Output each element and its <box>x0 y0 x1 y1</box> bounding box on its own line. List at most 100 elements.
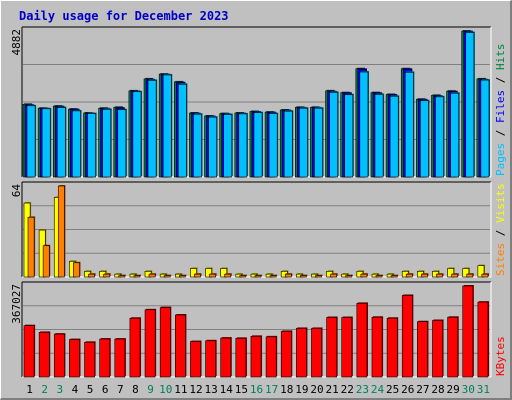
bar-sites-22-body <box>345 275 353 278</box>
bar-sites-27 <box>421 273 429 278</box>
bar-sites-5 <box>88 273 96 278</box>
bar-pages-12 <box>193 113 203 178</box>
bar-sites-12-body <box>194 273 201 278</box>
bar-sites-14 <box>224 273 232 278</box>
bar-pages-14-body <box>223 114 233 178</box>
bar-pages-8 <box>132 90 143 178</box>
x-tick-label-26: 26 <box>401 383 414 396</box>
bar-sites-28 <box>436 273 444 278</box>
x-tick-label-22: 22 <box>341 383 354 396</box>
bar-kbytes-15-body <box>235 338 247 378</box>
bar-sites-23 <box>360 273 368 278</box>
bar-sites-20 <box>315 274 323 278</box>
bar-sites-21-body <box>330 273 338 278</box>
bar-kbytes-16 <box>250 335 263 378</box>
bar-pages-29-body <box>450 92 460 178</box>
chart-title: Daily usage for December 2023 <box>19 9 229 23</box>
bar-pages-27 <box>420 99 430 178</box>
bar-kbytes-15 <box>235 337 247 378</box>
bar-pages-1-body <box>26 105 36 178</box>
bar-sites-8-body <box>133 275 141 278</box>
bar-kbytes-23-body <box>356 303 368 378</box>
x-tick-label-15: 15 <box>235 383 248 396</box>
bar-visits-14 <box>220 267 228 278</box>
x-tick-label-6: 6 <box>102 383 109 396</box>
bar-sites-23-body <box>360 273 368 278</box>
bar-visits-13 <box>205 267 213 278</box>
x-tick-label-18: 18 <box>280 383 293 396</box>
bar-pages-25-body <box>389 95 399 178</box>
bar-sites-29-body <box>451 273 459 278</box>
bar-pages-3-body <box>56 107 66 178</box>
bar-sites-17-body <box>269 275 277 278</box>
bar-pages-2 <box>41 107 52 178</box>
bar-sites-6 <box>103 273 111 278</box>
bar-pages-30-body <box>465 32 475 178</box>
bar-kbytes-24-body <box>371 316 383 378</box>
x-tick-label-25: 25 <box>386 383 399 396</box>
bar-sites-13 <box>209 273 217 278</box>
bar-pages-18 <box>283 110 294 178</box>
bar-pages-16-body <box>253 112 263 178</box>
legend-item-files: Files <box>494 90 507 123</box>
bar-kbytes-30 <box>462 285 474 378</box>
bar-pages-27-body <box>420 100 429 178</box>
legend-separator: / <box>494 70 507 90</box>
bar-pages-14 <box>223 113 233 178</box>
x-tick-label-5: 5 <box>87 383 94 396</box>
bar-pages-19 <box>299 107 309 178</box>
bar-kbytes-16-body <box>250 336 262 378</box>
bar-kbytes-27 <box>417 320 429 378</box>
x-tick-label-16: 16 <box>250 383 263 396</box>
bar-visits-31 <box>477 264 485 278</box>
bar-sites-25-body <box>390 275 398 278</box>
bar-sites-22 <box>345 274 353 278</box>
bar-pages-31-body <box>480 79 490 178</box>
x-tick-label-27: 27 <box>416 383 429 396</box>
bar-sites-1 <box>27 216 36 278</box>
bar-kbytes-6 <box>99 338 111 378</box>
bar-pages-20-body <box>314 107 323 178</box>
chart-panels: 4882 Pages / Files / Hits 64 Sites / Visits… <box>10 26 507 378</box>
bar-sites-26 <box>405 273 414 278</box>
bar-kbytes-26 <box>401 294 414 378</box>
bar-pages-19-body <box>299 107 308 178</box>
bar-kbytes-8 <box>129 317 142 378</box>
bar-pages-23-body <box>359 71 369 178</box>
bar-kbytes-25-body <box>386 317 398 378</box>
legend-hits_files_pages: Pages / Files / Hits <box>494 44 507 177</box>
bar-sites-3 <box>57 185 66 278</box>
bar-sites-19 <box>300 274 308 278</box>
y-max-label-kbytes: 367027 <box>10 284 23 324</box>
bar-sites-11-body <box>178 275 186 278</box>
bar-sites-2-body <box>42 245 50 278</box>
bar-sites-4-body <box>73 262 80 278</box>
bar-pages-17 <box>268 112 279 178</box>
bar-visits-31-body <box>477 265 485 278</box>
bar-sites-15-body <box>239 275 247 278</box>
bar-sites-2 <box>42 244 51 278</box>
bar-pages-24 <box>374 93 385 178</box>
bar-pages-22-body <box>344 94 354 178</box>
bar-sites-16 <box>254 274 263 278</box>
bar-visits-30-body <box>462 268 470 278</box>
x-tick-label-7: 7 <box>117 383 124 396</box>
bar-kbytes-28-body <box>432 320 443 378</box>
bar-kbytes-18 <box>280 330 293 378</box>
bar-pages-11 <box>177 83 188 178</box>
x-tick-label-1: 1 <box>26 383 33 396</box>
bar-pages-29 <box>450 92 460 178</box>
bar-pages-31 <box>480 79 490 178</box>
legend-item-kbytes: KBytes <box>494 336 507 376</box>
bar-kbytes-14-body <box>220 337 232 378</box>
bar-sites-25 <box>390 274 399 278</box>
bar-sites-3-body <box>57 185 65 278</box>
bar-pages-10 <box>162 74 173 178</box>
legend-item-sites: Sites <box>494 243 507 276</box>
x-tick-label-3: 3 <box>57 383 64 396</box>
bar-kbytes-31-body <box>477 301 489 378</box>
bar-pages-3 <box>56 106 67 178</box>
bar-kbytes-30-body <box>462 285 474 378</box>
y-max-label-hits_files_pages: 4882 <box>10 29 23 56</box>
